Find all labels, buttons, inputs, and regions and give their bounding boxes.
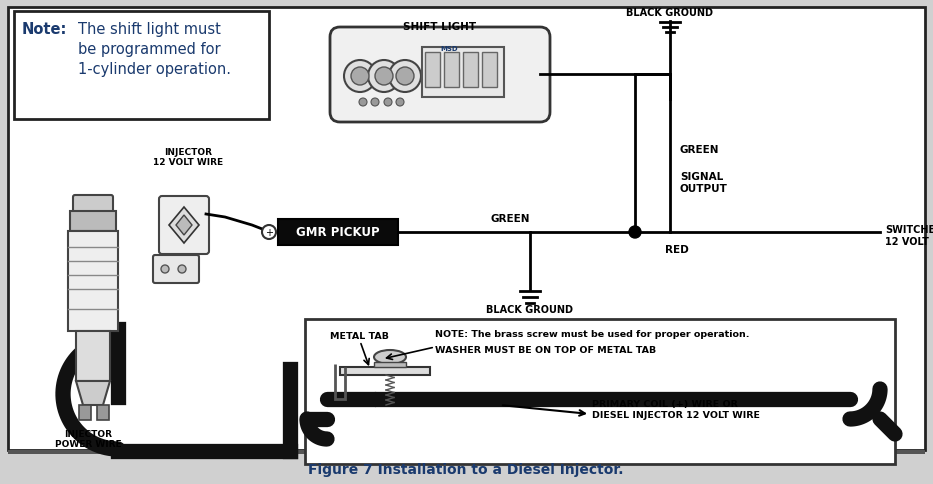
Circle shape [629, 227, 641, 239]
Text: BLACK GROUND: BLACK GROUND [486, 304, 574, 314]
Bar [422, 48, 504, 98]
Text: INJECTOR
POWER WIRE: INJECTOR POWER WIRE [55, 429, 121, 449]
Circle shape [262, 226, 276, 240]
Text: MSD: MSD [440, 46, 457, 52]
Bar [444, 53, 459, 88]
Text: RED: RED [665, 244, 689, 255]
Circle shape [161, 265, 169, 273]
FancyBboxPatch shape [159, 197, 209, 255]
Text: Note:: Note: [22, 22, 67, 37]
Text: The shift light must
be programmed for
1-cylinder operation.: The shift light must be programmed for 1… [78, 22, 231, 76]
Circle shape [375, 68, 393, 86]
Bar [340, 367, 430, 375]
Bar [425, 53, 440, 88]
Bar [76, 332, 110, 381]
Text: +: + [265, 227, 273, 238]
Ellipse shape [374, 350, 406, 364]
Bar [14, 12, 269, 120]
Text: GREEN: GREEN [490, 213, 530, 224]
Text: METAL TAB: METAL TAB [330, 332, 389, 340]
Circle shape [359, 99, 367, 107]
Bar [463, 53, 478, 88]
Circle shape [371, 99, 379, 107]
Polygon shape [76, 381, 110, 405]
Circle shape [396, 68, 414, 86]
Text: Figure 7 Installation to a Diesel Injector.: Figure 7 Installation to a Diesel Inject… [308, 462, 624, 476]
Bar [278, 220, 398, 245]
Bar [70, 212, 116, 231]
Text: GREEN: GREEN [680, 145, 719, 155]
Bar [8, 450, 925, 454]
Polygon shape [169, 208, 199, 243]
Text: WASHER MUST BE ON TOP OF METAL TAB: WASHER MUST BE ON TOP OF METAL TAB [435, 345, 656, 354]
Text: PRIMARY COIL (+) WIRE OR
DIESEL INJECTOR 12 VOLT WIRE: PRIMARY COIL (+) WIRE OR DIESEL INJECTOR… [592, 399, 760, 419]
Circle shape [344, 61, 376, 93]
Bar [79, 405, 91, 420]
Bar [97, 405, 109, 420]
Polygon shape [176, 215, 192, 236]
Text: BLACK GROUND: BLACK GROUND [626, 8, 714, 18]
Circle shape [178, 265, 186, 273]
Circle shape [368, 61, 400, 93]
FancyBboxPatch shape [330, 28, 550, 123]
Circle shape [396, 99, 404, 107]
Circle shape [384, 99, 392, 107]
FancyBboxPatch shape [73, 196, 113, 213]
Text: NOTE: The brass screw must be used for proper operation.: NOTE: The brass screw must be used for p… [435, 329, 749, 338]
Text: SIGNAL
OUTPUT: SIGNAL OUTPUT [680, 172, 728, 193]
Text: SWITCHED
12 VOLT: SWITCHED 12 VOLT [885, 225, 933, 246]
Circle shape [389, 61, 421, 93]
Text: GMR PICKUP: GMR PICKUP [296, 226, 380, 239]
Text: INJECTOR
12 VOLT WIRE: INJECTOR 12 VOLT WIRE [153, 148, 223, 167]
Circle shape [351, 68, 369, 86]
Bar [482, 53, 497, 88]
Bar [305, 319, 895, 464]
FancyBboxPatch shape [153, 256, 199, 284]
Bar [68, 231, 118, 332]
Bar [374, 362, 406, 367]
Text: SHIFT LIGHT: SHIFT LIGHT [403, 22, 477, 32]
